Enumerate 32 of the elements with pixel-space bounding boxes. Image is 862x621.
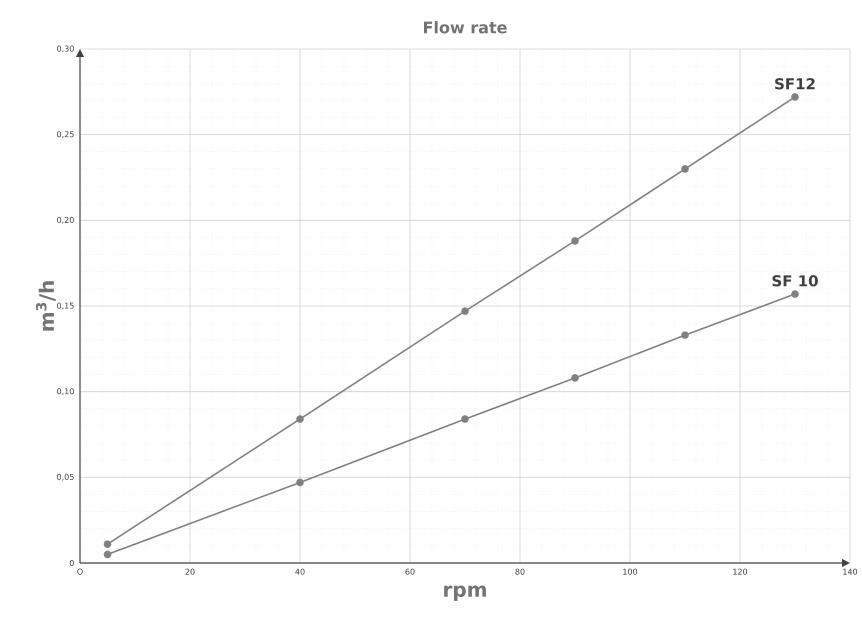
x-tick-label: O [77, 568, 83, 575]
series-label: SF12 [775, 78, 815, 90]
point [461, 307, 469, 315]
y-tick-label: 0,05 [57, 474, 74, 481]
x-tick-label: 100 [623, 568, 638, 575]
x-tick-label: 60 [405, 568, 415, 575]
y-tick-label: 0 [70, 560, 74, 566]
x-tick-label: 20 [186, 568, 195, 575]
point [791, 93, 799, 101]
x-tick-label: 120 [733, 568, 748, 575]
chart-title: Flow rate [424, 21, 507, 34]
point [571, 237, 579, 245]
x-axis-title: rpm [444, 586, 486, 601]
y-axis-title: m$^{3}$/h [36, 281, 56, 331]
x-tick-label: 40 [295, 568, 305, 575]
x-tick-label: 80 [515, 568, 525, 575]
y-tick-label: 0,30 [57, 46, 74, 52]
x-tick-label: 140 [843, 568, 858, 575]
point [681, 331, 689, 339]
point [296, 478, 304, 486]
y-tick-label: 0,25 [57, 131, 74, 138]
y-tick-label: 0,20 [57, 216, 74, 224]
point [681, 165, 689, 173]
point [296, 415, 304, 423]
point [791, 290, 799, 298]
series-label: SF 10 [772, 275, 818, 286]
point [104, 550, 112, 558]
point [104, 540, 112, 548]
y-tick-label: 0,10 [57, 388, 74, 396]
y-tick-label: 0,15 [57, 302, 74, 310]
point [571, 374, 579, 382]
point [461, 415, 469, 423]
